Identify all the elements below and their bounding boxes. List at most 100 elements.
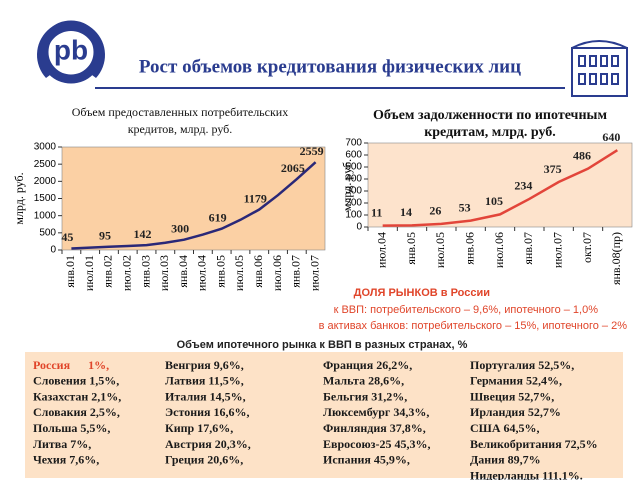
- table-cell: Германия 52,4%,: [470, 374, 562, 388]
- table-cell: Дания 89,7%: [470, 453, 541, 467]
- y-tick-label: 0: [50, 245, 56, 256]
- y-tick-label: 500: [345, 162, 362, 173]
- data-label: 375: [544, 162, 562, 176]
- x-tick-label: июл.05: [232, 255, 246, 291]
- x-tick-label: янв.05: [404, 232, 418, 265]
- table-cell: Люксембург 34,3%,: [323, 405, 429, 419]
- table-cell: Венгрия 9,6%,: [165, 358, 244, 372]
- y-tick-label: 300: [345, 186, 362, 197]
- line: [71, 161, 317, 250]
- data-label: 619: [209, 210, 227, 224]
- x-tick-label: июл.07: [550, 232, 564, 268]
- x-tick-label: янв.01: [63, 255, 77, 288]
- x-tick-label: июл.04: [374, 232, 388, 268]
- x-tick-label: июл.06: [492, 232, 506, 268]
- x-tick-label: янв.02: [101, 255, 115, 288]
- y-tick-label: 200: [345, 198, 362, 209]
- table-cell: Ирландия 52,7%: [470, 405, 561, 419]
- data-label: 105: [485, 194, 503, 208]
- table-cell: Испания 45,9%,: [323, 453, 410, 467]
- table-cell: Греция 20,6%,: [165, 453, 243, 467]
- data-label: 11: [371, 205, 382, 219]
- table-cell: Австрия 20,3%,: [165, 437, 251, 451]
- x-tick-label: янв.07: [521, 232, 535, 265]
- table-cell: Мальта 28,6%,: [323, 374, 404, 388]
- table-cell: Казахстан 2,1%,: [33, 389, 121, 403]
- note: ДОЛЯ РЫНКОВ в России: [354, 287, 490, 299]
- data-label: 95: [99, 228, 111, 242]
- table-cell: Италия 14,5%,: [165, 389, 246, 403]
- y-tick-label: 2500: [34, 159, 57, 170]
- plot-area: [61, 146, 326, 251]
- building-icon: [571, 40, 628, 97]
- table-cell: Франция 26,2%,: [323, 358, 412, 372]
- x-tick-label: июл.03: [157, 255, 171, 291]
- table-cell: Россия 1%,: [33, 358, 109, 372]
- table-title: Объем ипотечного рынка к ВВП в разных ст…: [177, 339, 468, 351]
- data-label: 640: [602, 130, 620, 144]
- table-cell: Бельгия 31,2%,: [323, 389, 407, 403]
- data-label: 14: [400, 205, 412, 219]
- data-label: 142: [134, 227, 152, 241]
- x-tick-label: окт.07: [580, 232, 594, 263]
- note: к ВВП: потребительского – 9,6%, ипотечно…: [334, 304, 599, 316]
- x-tick-label: июл.05: [433, 232, 447, 268]
- chart-title: кредитам, млрд. руб.: [424, 125, 556, 140]
- x-tick-label: июл.01: [82, 255, 96, 291]
- y-tick-label: 100: [345, 210, 362, 221]
- data-label: 300: [171, 221, 189, 235]
- x-tick-label: янв.03: [138, 255, 152, 288]
- chart-title: Объем предоставленных потребительских: [72, 105, 288, 119]
- table-cell: Эстония 16,6%,: [165, 405, 250, 419]
- note: в активах банков: потребительского – 15%…: [319, 320, 628, 332]
- x-tick-label: янв.06: [462, 232, 476, 265]
- data-label: 26: [429, 204, 441, 218]
- table-cell: Польша 5,5%,: [33, 421, 110, 435]
- y-tick-label: 700: [345, 138, 362, 149]
- y-tick-label: 600: [345, 150, 362, 161]
- table-bg: [25, 352, 623, 478]
- data-label: 2065: [281, 161, 305, 175]
- chart-title: Объем задолженности по ипотечным: [373, 108, 607, 123]
- x-tick-label: июл.04: [195, 255, 209, 291]
- y-tick-label: 1000: [34, 210, 57, 221]
- table-cell: Евросоюз-25 45,3%,: [323, 437, 430, 451]
- x-tick-label: янв.04: [176, 255, 190, 288]
- page-title: Рост объемов кредитования физических лиц: [139, 56, 521, 77]
- y-tick-label: 1500: [34, 193, 57, 204]
- x-tick-label: янв.05: [213, 255, 227, 288]
- data-label: 2559: [300, 144, 324, 158]
- table-cell: Швеция 52,7%,: [470, 389, 554, 403]
- table-cell: Португалия 52,5%,: [470, 358, 574, 372]
- data-label: 486: [573, 148, 591, 162]
- table-cell: Кипр 17,6%,: [165, 421, 233, 435]
- logo-text: pb: [54, 34, 88, 65]
- x-tick-label: янв.06: [251, 255, 265, 288]
- y-tick-label: 0: [356, 222, 362, 233]
- table-cell: Нидерланды 111,1%.: [470, 468, 583, 480]
- y-axis-label: млрд. руб.: [340, 159, 354, 211]
- y-tick-label: 400: [345, 174, 362, 185]
- data-label: 1179: [244, 191, 267, 205]
- x-tick-label: июл.02: [120, 255, 134, 291]
- table-cell: Латвия 11,5%,: [165, 374, 244, 388]
- table-cell: Чехия 7,6%,: [33, 453, 99, 467]
- data-label: 45: [61, 230, 73, 244]
- table-cell: США 64,5%,: [470, 421, 540, 435]
- x-tick-label: июл.07: [307, 255, 321, 291]
- data-label: 234: [514, 179, 532, 193]
- y-axis-label: млрд. руб.: [12, 172, 26, 224]
- table-cell: Словения 1,5%,: [33, 374, 119, 388]
- y-tick-label: 3000: [34, 142, 57, 153]
- logo: pb: [37, 20, 106, 84]
- table-cell: Финляндия 37,8%,: [323, 421, 426, 435]
- x-tick-label: янв.08(пр): [609, 232, 623, 285]
- table-cell: Словакия 2,5%,: [33, 405, 120, 419]
- table-cell: Литва 7%,: [33, 437, 91, 451]
- y-tick-label: 500: [39, 227, 56, 238]
- chart-title: кредитов, млрд. руб.: [128, 122, 233, 136]
- x-tick-label: июл.06: [270, 255, 284, 291]
- table-cell: Великобритания 72,5%: [470, 437, 598, 451]
- x-tick-label: янв.07: [289, 255, 303, 288]
